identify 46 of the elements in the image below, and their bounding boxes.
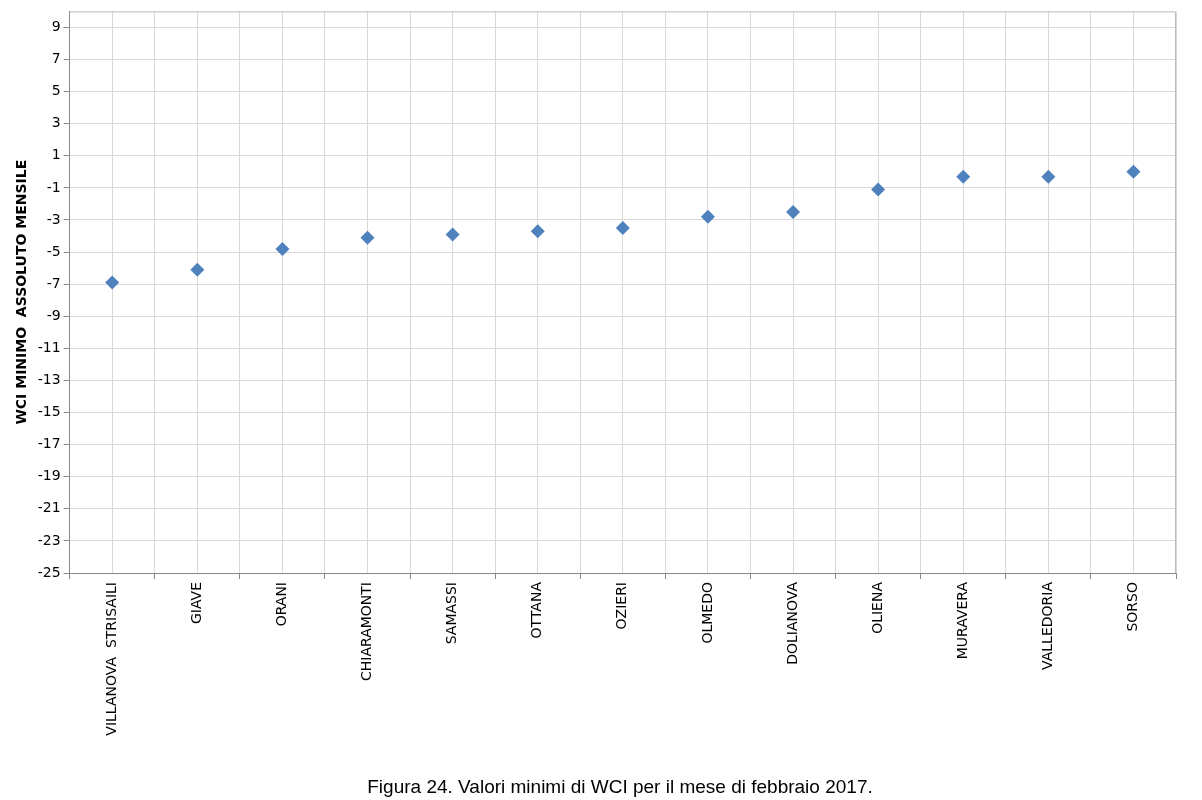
point [871, 182, 886, 197]
x-tick-label: GIAVE [187, 582, 204, 625]
point [615, 221, 630, 236]
x-tick-label: OZIERI [613, 582, 630, 630]
x-tick-label: OLIENA [868, 581, 885, 634]
x-tick-label: OLMEDO [698, 582, 715, 644]
y-tick-label: 3 [51, 114, 61, 131]
point [360, 230, 375, 245]
point [190, 262, 205, 277]
x-tick-label: DOLIANOVA [783, 581, 800, 665]
point [105, 275, 120, 290]
y-tick-label: -11 [37, 339, 61, 355]
x-tick-label: VALLEDORIA [1038, 581, 1055, 670]
y-tick-label: 1 [51, 146, 61, 163]
point [956, 169, 971, 184]
y-tick-label: -15 [37, 403, 61, 420]
x-tick-label: MURAVERA [953, 581, 970, 660]
y-tick-label: 5 [51, 82, 61, 99]
point [786, 204, 801, 219]
y-tick-label: -25 [37, 563, 61, 580]
point [700, 209, 715, 224]
text: Figura 24. Valori minimi di WCI per il mese di febbraio 2017. [366, 776, 874, 798]
y-tick-label: -5 [46, 242, 61, 259]
x-tick-label: ORANI [273, 582, 290, 627]
point [1126, 164, 1141, 179]
y-tick-label: -9 [46, 306, 61, 323]
x-tick-label: SAMASSI [443, 582, 460, 645]
point [1041, 169, 1056, 184]
y-axis-title: WCI MINIMO ASSOLUTO MENSILE [13, 159, 30, 425]
y-tick-label: -7 [46, 274, 61, 291]
y-tick-label: 9 [51, 18, 61, 35]
point [445, 227, 460, 242]
x-tick-label: CHIARAMONTI [358, 582, 375, 681]
point [275, 241, 290, 256]
y-tick-label: 7 [51, 50, 61, 67]
y-tick-label: -19 [37, 467, 61, 484]
y-tick-label: -1 [46, 178, 61, 195]
x-tick-label: OTTANA [528, 581, 545, 639]
x-tick-label: VILLANOVA STRISAILI [102, 582, 119, 736]
y-tick-label: -21 [37, 499, 61, 516]
y-tick-label: -17 [37, 435, 61, 452]
point [530, 224, 545, 239]
y-tick-label: -23 [37, 531, 61, 548]
x-tick-label: SORSO [1124, 582, 1141, 632]
y-tick-label: -13 [37, 371, 61, 388]
y-tick-label: -3 [46, 210, 61, 227]
